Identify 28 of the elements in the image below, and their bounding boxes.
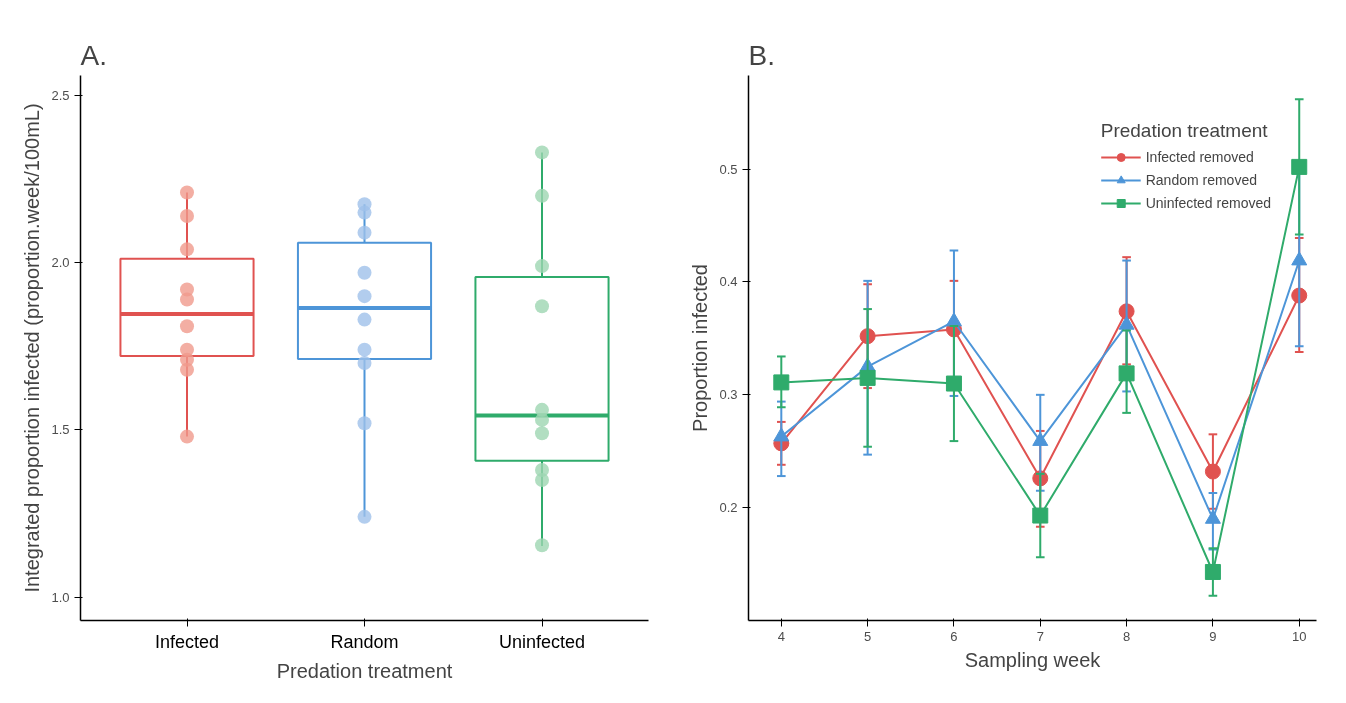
x-axis-title: Sampling week: [964, 648, 1102, 671]
legend-title: Predation treatment: [1100, 120, 1269, 142]
x-tick-label: 9: [1209, 628, 1217, 644]
x-axis-title: Predation treatment: [276, 659, 453, 682]
y-tick-label: 0.5: [719, 161, 738, 177]
y-tick-label: 2.5: [51, 88, 70, 104]
y-tick-label: 0.4: [719, 274, 738, 290]
y-tick-label: 0.3: [719, 387, 738, 403]
legend-label: Uninfected removed: [1145, 195, 1271, 211]
chart-title: A.: [80, 39, 107, 71]
y-tick-label: 0.2: [719, 500, 738, 516]
x-tick-label: Random: [330, 631, 399, 652]
y-tick-label: 1.0: [51, 589, 70, 605]
y-tick-label: 1.5: [51, 422, 70, 438]
x-tick-label: 4: [777, 628, 785, 644]
x-tick-label: 8: [1122, 628, 1131, 644]
x-tick-label: 5: [864, 628, 872, 644]
x-tick-label: Infected: [154, 631, 220, 652]
y-axis-title: Proportion infected: [689, 264, 712, 432]
x-tick-label: 10: [1292, 628, 1307, 644]
y-tick-label: 2.0: [51, 255, 70, 271]
y-axis-title: Integrated proportion infected (proportion.week/100mL): [21, 103, 44, 593]
x-tick-label: 7: [1036, 628, 1044, 644]
x-tick-label: Uninfected: [498, 631, 586, 652]
legend-label: Random removed: [1145, 172, 1257, 188]
chart-title: B.: [748, 39, 775, 71]
legend-label: Infected removed: [1145, 149, 1254, 165]
x-tick-label: 6: [950, 628, 958, 644]
